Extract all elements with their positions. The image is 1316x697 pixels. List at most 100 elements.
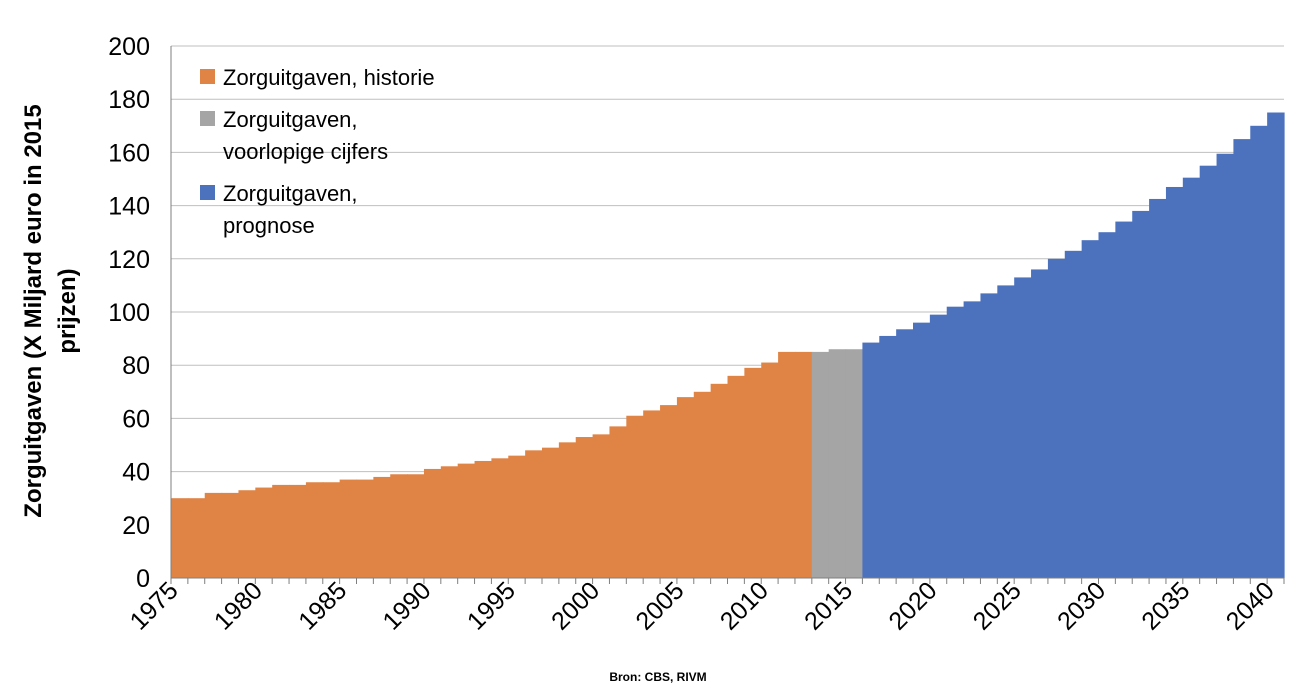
bar [997, 285, 1015, 578]
bar [1182, 177, 1201, 579]
bar [457, 463, 476, 578]
legend-swatch-voorlopige-cijfers [200, 111, 215, 126]
bar [980, 293, 998, 578]
bar [558, 442, 577, 578]
legend-item-voorlopige-cijfers: Zorguitgaven, voorlopige cijfers [200, 104, 453, 168]
bar [390, 474, 408, 578]
x-tick-label: 2040 [1221, 576, 1280, 635]
bar [1233, 139, 1251, 578]
bar [778, 351, 796, 578]
bar [474, 460, 493, 578]
bar [828, 349, 847, 578]
bar [171, 498, 189, 578]
bar [423, 468, 442, 578]
y-tick-label: 200 [108, 33, 150, 61]
bar [845, 349, 864, 578]
y-tick-label: 60 [122, 405, 150, 433]
bar [592, 434, 611, 578]
legend-swatch-historie [200, 69, 215, 84]
bar [913, 322, 931, 578]
bar [1199, 165, 1218, 578]
bar [373, 476, 391, 578]
bar [542, 447, 560, 578]
bar [1014, 277, 1032, 578]
y-tick-label: 100 [108, 299, 150, 327]
y-tick-label: 0 [136, 565, 150, 593]
x-tick-label: 2025 [968, 576, 1027, 635]
bar [1267, 112, 1285, 578]
bar [1250, 125, 1268, 579]
bar [356, 479, 374, 578]
legend-item-historie: Zorguitgaven, historie [200, 62, 453, 94]
x-tick-label: 2020 [883, 576, 942, 635]
bar [862, 342, 880, 578]
source-note: Bron: CBS, RIVM [609, 670, 707, 684]
bar [626, 415, 644, 578]
x-tick-label: 2030 [1052, 576, 1111, 635]
legend-label-historie: Zorguitgaven, historie [223, 65, 435, 90]
bar [963, 301, 982, 578]
bar [727, 375, 745, 578]
bar [811, 351, 830, 578]
bar [575, 437, 594, 578]
x-tick-label: 1990 [377, 576, 436, 635]
y-tick-label: 20 [122, 512, 150, 540]
bar [660, 405, 678, 578]
bar [643, 410, 661, 578]
bar [761, 362, 779, 578]
bar [305, 482, 324, 578]
bar [710, 383, 729, 578]
bar [946, 306, 965, 578]
bar [407, 474, 425, 578]
bar [1132, 210, 1150, 579]
bar [1064, 250, 1083, 578]
bar [187, 498, 206, 578]
bar [525, 450, 543, 578]
legend-label-voorlopige-cijfers: Zorguitgaven, voorlopige cijfers [223, 107, 389, 164]
y-tick-label: 40 [122, 459, 150, 487]
bar [744, 367, 762, 578]
legend: Zorguitgaven, historie Zorguitgaven, voo… [200, 62, 453, 252]
bar [272, 484, 290, 578]
bar [1047, 258, 1066, 578]
y-axis-label: Zorguitgaven (X Miljard euro in 2015 prij… [20, 104, 81, 517]
legend-swatch-prognose [200, 185, 215, 200]
x-tick-label: 2005 [630, 576, 689, 635]
y-tick-label: 180 [108, 86, 150, 114]
bar [1216, 153, 1235, 579]
x-tick-label: 2035 [1136, 576, 1195, 635]
x-tick-label: 2000 [546, 576, 605, 635]
y-axis-label-line: Zorguitgaven (X Miljard euro in 2015 [20, 104, 47, 517]
bar [929, 314, 948, 578]
bar [491, 458, 509, 578]
y-tick-label: 160 [108, 139, 150, 167]
bar [322, 482, 341, 578]
legend-label-prognose: Zorguitgaven, prognose [223, 181, 358, 238]
bars [171, 112, 1285, 579]
bar [204, 492, 223, 578]
bar [609, 426, 627, 578]
bar [1115, 221, 1133, 578]
bar [339, 479, 358, 578]
gridlines [171, 45, 1284, 526]
bar [794, 351, 813, 578]
x-tick-label: 1995 [462, 576, 521, 635]
bar [1149, 198, 1167, 578]
bar [1098, 232, 1116, 578]
bar [693, 391, 712, 578]
bar [896, 329, 914, 578]
bar [221, 492, 240, 578]
bar [255, 487, 273, 578]
legend-item-prognose: Zorguitgaven, prognose [200, 178, 453, 242]
y-tick-label: 120 [108, 246, 150, 274]
bar [1031, 269, 1049, 578]
bar [879, 335, 897, 578]
bar [440, 466, 459, 578]
bar [508, 455, 526, 578]
x-tick-label: 1985 [293, 576, 352, 635]
x-tick-label: 2010 [715, 576, 774, 635]
bar [238, 490, 256, 578]
bar [1165, 186, 1184, 579]
